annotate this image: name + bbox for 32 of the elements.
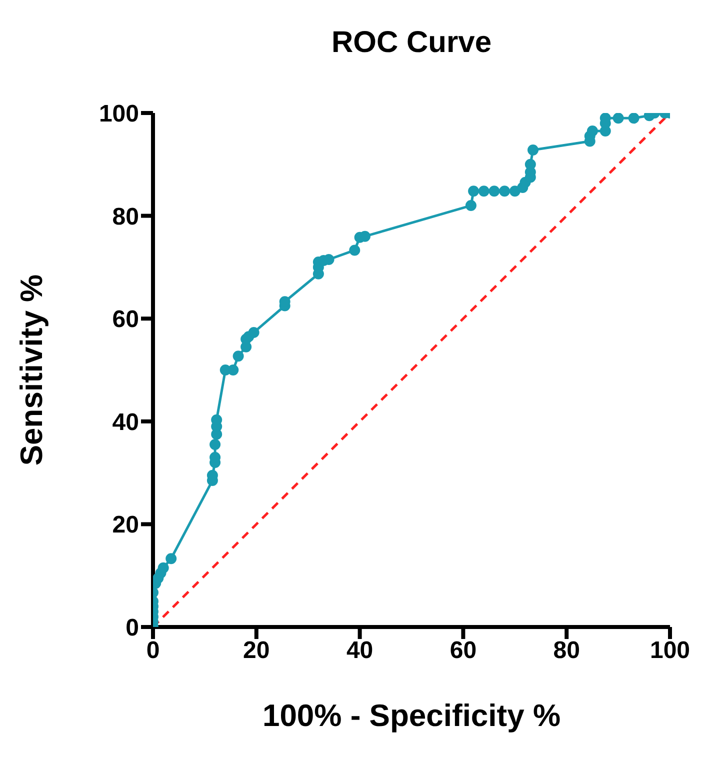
point xyxy=(232,350,244,362)
point xyxy=(349,244,360,256)
point xyxy=(166,553,177,564)
x-axis-title: 100% - Specificity % xyxy=(261,698,562,734)
x-tick-label: 60 xyxy=(450,637,477,664)
y-tick-label: 100 xyxy=(98,100,139,128)
x-tick-label: 100 xyxy=(650,637,690,664)
chart-title: ROC Curve xyxy=(330,26,493,60)
point xyxy=(612,113,624,124)
x-tick-label: 20 xyxy=(243,637,270,664)
x-tick-label: 80 xyxy=(553,637,580,664)
y-tick-label: 0 xyxy=(126,614,139,642)
point xyxy=(524,158,536,170)
point xyxy=(586,125,598,136)
point xyxy=(478,186,490,197)
y-tick-label: 40 xyxy=(112,408,139,436)
point xyxy=(210,439,221,450)
y-tick-label: 20 xyxy=(112,512,139,539)
point xyxy=(527,144,538,156)
y-axis-title: Sensitivity % xyxy=(13,273,50,468)
y-tick-label: 80 xyxy=(112,203,139,230)
x-tick-label: 40 xyxy=(346,637,374,664)
point xyxy=(228,364,239,376)
point xyxy=(488,186,500,197)
point xyxy=(465,200,476,212)
point xyxy=(248,326,260,338)
point xyxy=(158,562,169,574)
point xyxy=(628,113,640,124)
point xyxy=(468,186,480,197)
y-tick-label: 60 xyxy=(112,306,139,334)
point xyxy=(499,186,510,197)
x-tick-label: 0 xyxy=(146,637,160,664)
